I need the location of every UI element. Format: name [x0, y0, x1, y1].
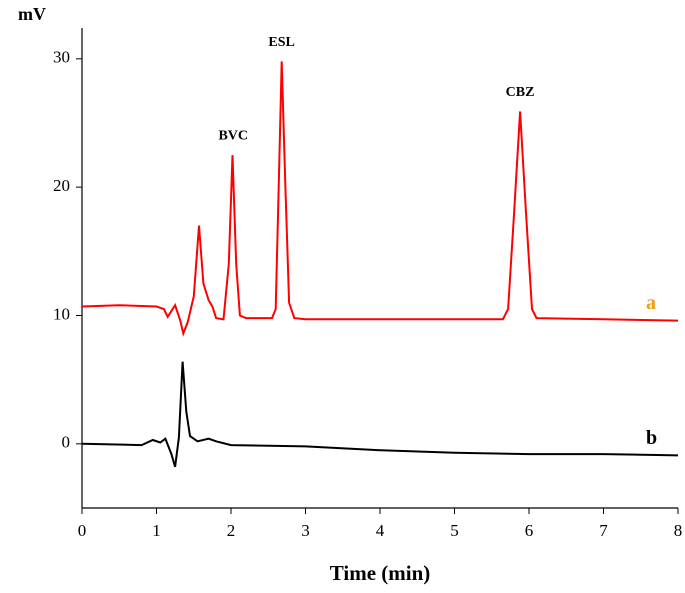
series-label: a: [646, 292, 656, 314]
x-tick-label: 7: [599, 521, 608, 540]
x-tick-label: 8: [674, 521, 683, 540]
x-tick-label: 5: [450, 521, 459, 540]
y-axis-label: mV: [18, 4, 46, 24]
peak-label: ESL: [268, 35, 294, 50]
series-line: [81, 61, 679, 337]
x-tick-label: 6: [525, 521, 534, 540]
x-tick-label: 4: [376, 521, 385, 540]
series-line: [81, 361, 679, 468]
x-tick-label: 2: [227, 521, 236, 540]
x-tick-label: 3: [301, 521, 310, 540]
x-tick-label: 1: [152, 521, 161, 540]
peak-label: CBZ: [506, 85, 535, 100]
y-tick-label: 20: [53, 176, 70, 195]
y-tick-label: 30: [53, 48, 70, 67]
peak-label: BVC: [218, 128, 248, 143]
x-tick-label: 0: [78, 521, 87, 540]
x-axis-label: Time (min): [330, 561, 431, 585]
y-tick-label: 0: [62, 433, 71, 452]
y-tick-label: 10: [53, 304, 70, 323]
series-label: b: [646, 427, 657, 449]
